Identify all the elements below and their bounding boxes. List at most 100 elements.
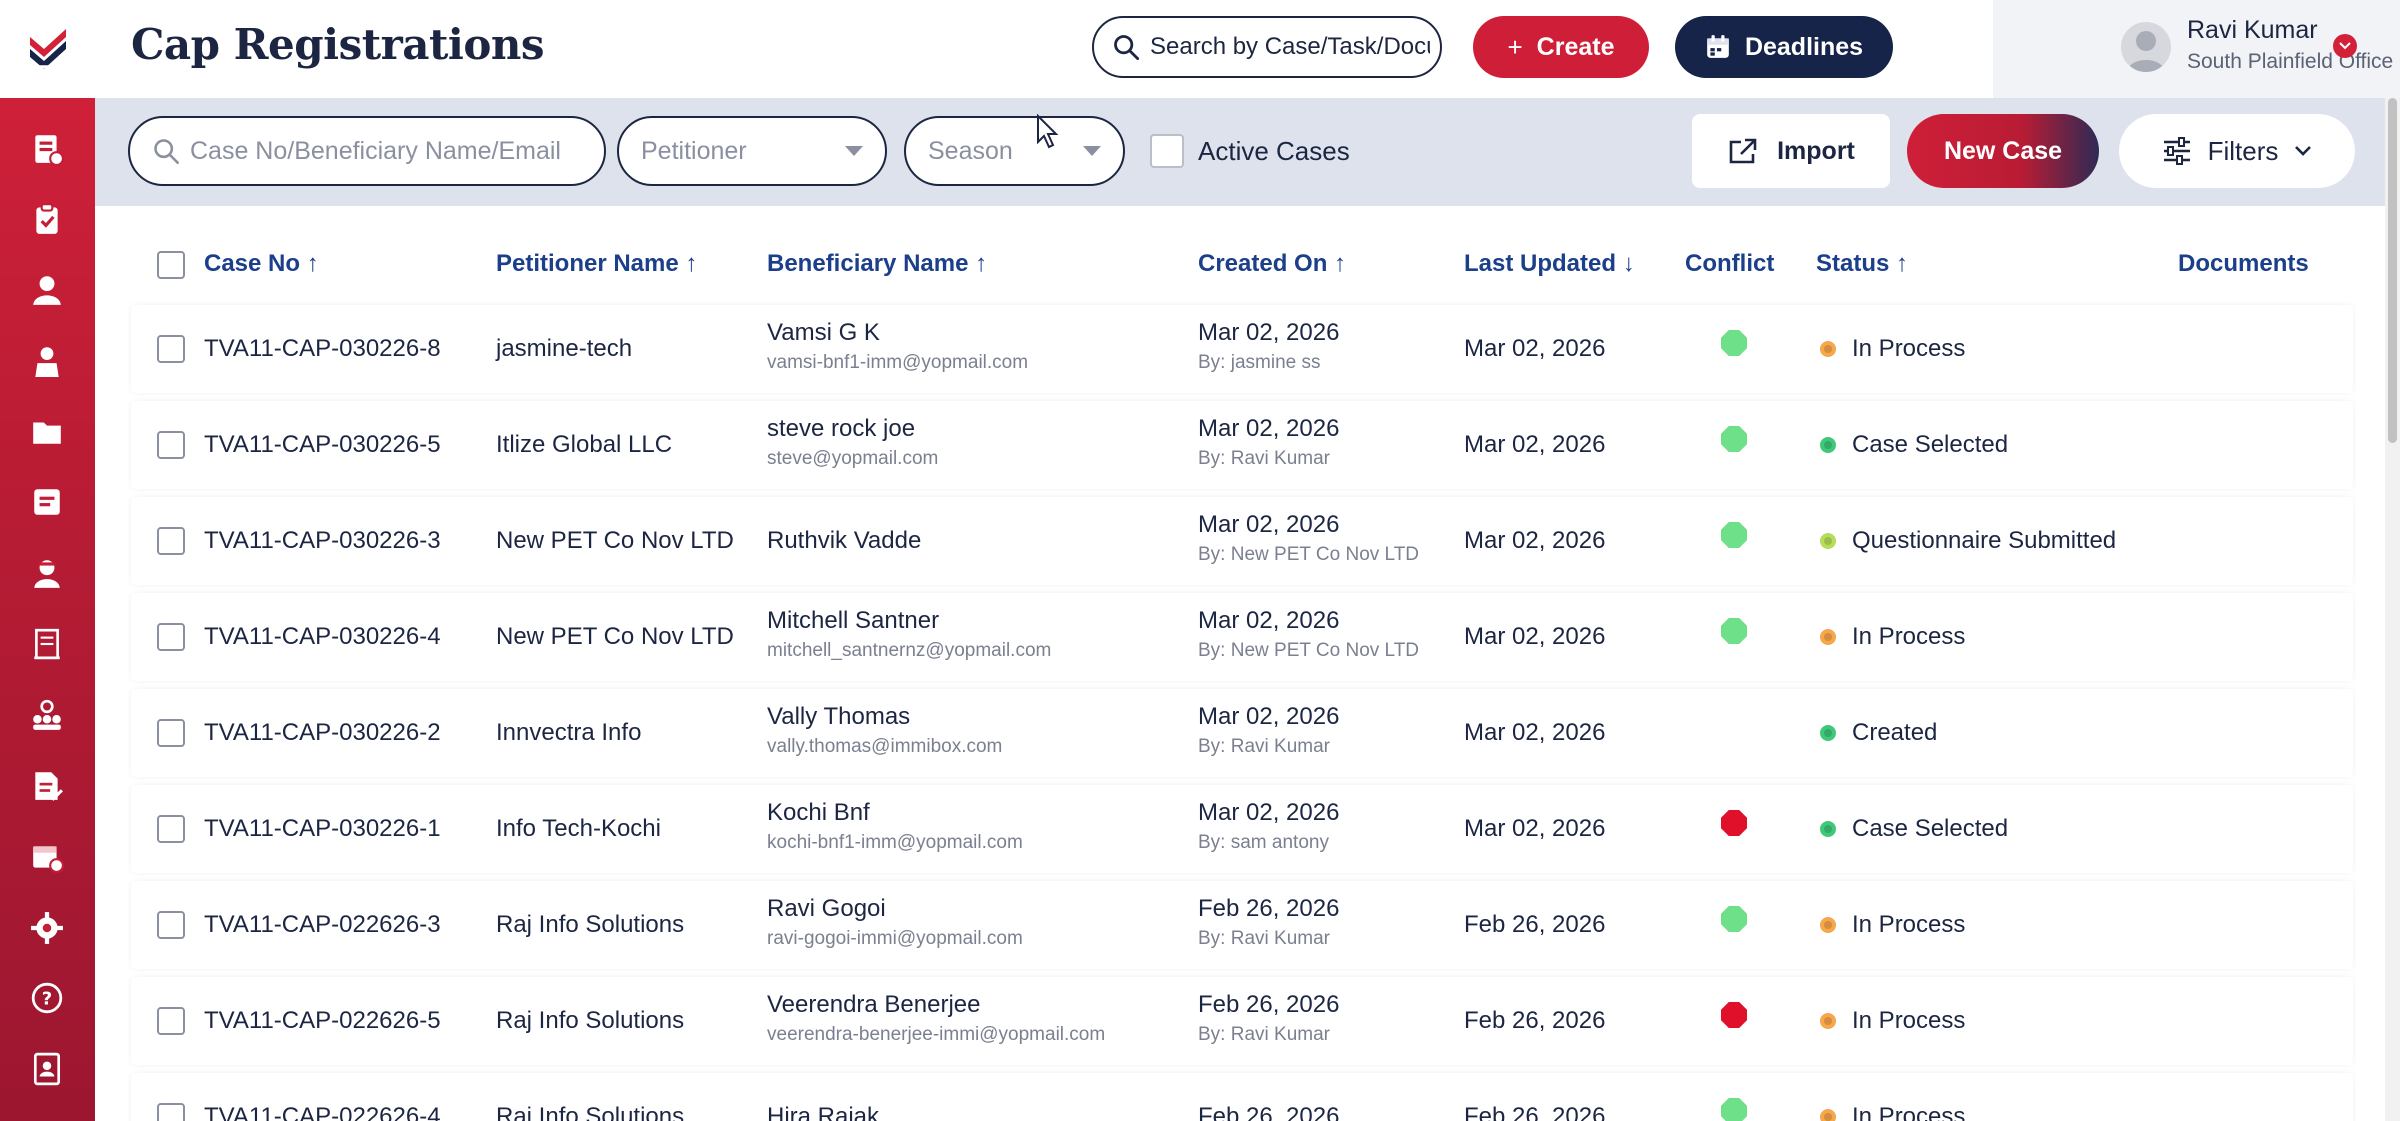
filters-button[interactable]: Filters <box>2119 114 2355 188</box>
column-header-case-no[interactable]: Case No ↑ <box>204 250 319 278</box>
status-label: Questionnaire Submitted <box>1852 527 2117 554</box>
beneficiary-name: steve rock joe <box>767 415 916 442</box>
row-checkbox[interactable] <box>157 911 185 939</box>
sidebar-item-document-edit[interactable] <box>24 763 70 809</box>
row-checkbox[interactable] <box>157 719 185 747</box>
sidebar-item-team-settings[interactable] <box>24 692 70 738</box>
new-case-button[interactable]: New Case <box>1907 114 2099 188</box>
sidebar-item-folder[interactable] <box>24 409 70 455</box>
status-dot-icon <box>1820 725 1836 741</box>
column-label: Status <box>1816 250 1890 277</box>
sidebar-item-agent[interactable] <box>24 550 70 596</box>
import-icon <box>1729 138 1757 164</box>
status-dot-icon <box>1820 917 1836 933</box>
case-number-link[interactable]: TVA11-CAP-022626-5 <box>204 1007 441 1034</box>
chevron-down-icon <box>2339 42 2351 50</box>
table-row[interactable]: TVA11-CAP-022626-4 Raj Info Solutions Hira… <box>131 1073 2353 1121</box>
sidebar-item-notes[interactable] <box>24 479 70 525</box>
case-search-input[interactable] <box>190 136 600 166</box>
beneficiary-name: Veerendra Benerjee <box>767 991 981 1018</box>
column-header-documents: Documents <box>2178 250 2309 278</box>
table-row[interactable]: TVA11-CAP-022626-3 Raj Info Solutions Ravi… <box>131 881 2353 969</box>
column-header-last-updated[interactable]: Last Updated ↓ <box>1464 250 1635 278</box>
table-row[interactable]: TVA11-CAP-030226-1 Info Tech-Kochi Kochi B… <box>131 785 2353 873</box>
case-number-link[interactable]: TVA11-CAP-030226-4 <box>204 623 441 650</box>
row-checkbox[interactable] <box>157 431 185 459</box>
petitioner-name: Raj Info Solutions <box>496 1103 685 1121</box>
row-checkbox[interactable] <box>157 623 185 651</box>
column-header-beneficiary[interactable]: Beneficiary Name ↑ <box>767 250 987 278</box>
created-on-date: Mar 02, 2026 <box>1198 703 1340 730</box>
season-select[interactable]: Season <box>904 116 1125 186</box>
scrollbar[interactable] <box>2385 98 2400 1121</box>
column-header-petitioner[interactable]: Petitioner Name ↑ <box>496 250 697 278</box>
last-updated-date: Feb 26, 2026 <box>1464 1103 1606 1121</box>
case-number-link[interactable]: TVA11-CAP-030226-1 <box>204 815 441 842</box>
mouse-cursor-icon <box>1037 114 1059 149</box>
active-cases-checkbox[interactable] <box>1150 134 1184 168</box>
sidebar-item-book[interactable] <box>24 621 70 667</box>
last-updated-date: Mar 02, 2026 <box>1464 815 1606 842</box>
active-cases-toggle[interactable]: Active Cases <box>1150 134 1350 168</box>
global-search-input[interactable] <box>1150 33 1430 61</box>
table-row[interactable]: TVA11-CAP-030226-2 Innvectra Info Vally Th… <box>131 689 2353 777</box>
sidebar-item-calendar-settings[interactable] <box>24 834 70 880</box>
sort-down-icon: ↓ <box>1622 250 1635 277</box>
case-number-link[interactable]: TVA11-CAP-030226-8 <box>204 335 441 362</box>
table-row[interactable]: TVA11-CAP-030226-3 New PET Co Nov LTD Ruth… <box>131 497 2353 585</box>
case-number-link[interactable]: TVA11-CAP-022626-3 <box>204 911 441 938</box>
global-search[interactable] <box>1092 16 1442 78</box>
sidebar-item-case-list[interactable] <box>24 126 70 172</box>
last-updated-date: Feb 26, 2026 <box>1464 1007 1606 1034</box>
table-header: Case No ↑ Petitioner Name ↑ Beneficiary … <box>131 232 2353 296</box>
table-row[interactable]: TVA11-CAP-030226-4 New PET Co Nov LTD Mitc… <box>131 593 2353 681</box>
user-menu-toggle[interactable] <box>2333 34 2357 58</box>
row-checkbox[interactable] <box>157 527 185 555</box>
table-row[interactable]: TVA11-CAP-022626-5 Raj Info Solutions Veer… <box>131 977 2353 1065</box>
column-header-created-on[interactable]: Created On ↑ <box>1198 250 1346 278</box>
petitioner-select[interactable]: Petitioner <box>617 116 887 186</box>
sidebar-item-edit[interactable] <box>24 55 70 101</box>
import-button-label: Import <box>1777 136 1855 165</box>
created-on-date: Feb 26, 2026 <box>1198 991 1340 1018</box>
sidebar-item-help[interactable]: ? <box>24 975 70 1021</box>
case-number-link[interactable]: TVA11-CAP-030226-5 <box>204 431 441 458</box>
search-icon <box>1114 35 1140 61</box>
folder-icon <box>33 422 61 444</box>
case-number-link[interactable]: TVA11-CAP-022626-4 <box>204 1103 441 1121</box>
case-search[interactable] <box>128 116 606 186</box>
row-checkbox[interactable] <box>157 335 185 363</box>
select-all-checkbox[interactable] <box>157 251 185 279</box>
case-number-link[interactable]: TVA11-CAP-030226-2 <box>204 719 441 746</box>
sidebar-item-settings[interactable] <box>24 905 70 951</box>
beneficiary-email: vally.thomas@immibox.com <box>767 736 1003 757</box>
table-row[interactable]: TVA11-CAP-030226-5 Itlize Global LLC steve… <box>131 401 2353 489</box>
row-checkbox[interactable] <box>157 1103 185 1121</box>
created-by: By: New PET Co Nov LTD <box>1198 544 1420 565</box>
avatar[interactable] <box>2121 22 2171 72</box>
column-header-status[interactable]: Status ↑ <box>1816 250 1908 278</box>
table-row[interactable]: TVA11-CAP-030226-8 jasmine-tech Vamsi G K v… <box>131 305 2353 393</box>
case-number-link[interactable]: TVA11-CAP-030226-3 <box>204 527 441 554</box>
petitioner-name: Innvectra Info <box>496 719 642 746</box>
row-checkbox[interactable] <box>157 1007 185 1035</box>
user-menu[interactable]: Ravi Kumar South Plainfield Office <box>1993 0 2400 98</box>
create-button[interactable]: + Create <box>1473 16 1649 78</box>
status-label: Case Selected <box>1852 431 2009 458</box>
sidebar-item-clipboard[interactable] <box>24 196 70 242</box>
plus-icon: + <box>1507 31 1523 62</box>
dropdown-arrow-icon <box>845 146 863 156</box>
sliders-icon <box>2163 137 2190 165</box>
beneficiary-email: vamsi-bnf1-imm@yopmail.com <box>767 352 1029 373</box>
sort-up-icon: ↑ <box>685 250 698 277</box>
row-checkbox[interactable] <box>157 815 185 843</box>
created-on-date: Feb 26, 2026 <box>1198 1103 1340 1121</box>
scrollbar-thumb[interactable] <box>2388 98 2397 443</box>
sidebar-item-contacts-book[interactable] <box>24 1046 70 1092</box>
sidebar-item-user[interactable] <box>24 267 70 313</box>
person-icon <box>35 347 59 377</box>
created-on-date: Mar 02, 2026 <box>1198 319 1340 346</box>
deadlines-button[interactable]: Deadlines <box>1675 16 1893 78</box>
sidebar-item-person[interactable] <box>24 338 70 384</box>
import-button[interactable]: Import <box>1692 114 1890 188</box>
